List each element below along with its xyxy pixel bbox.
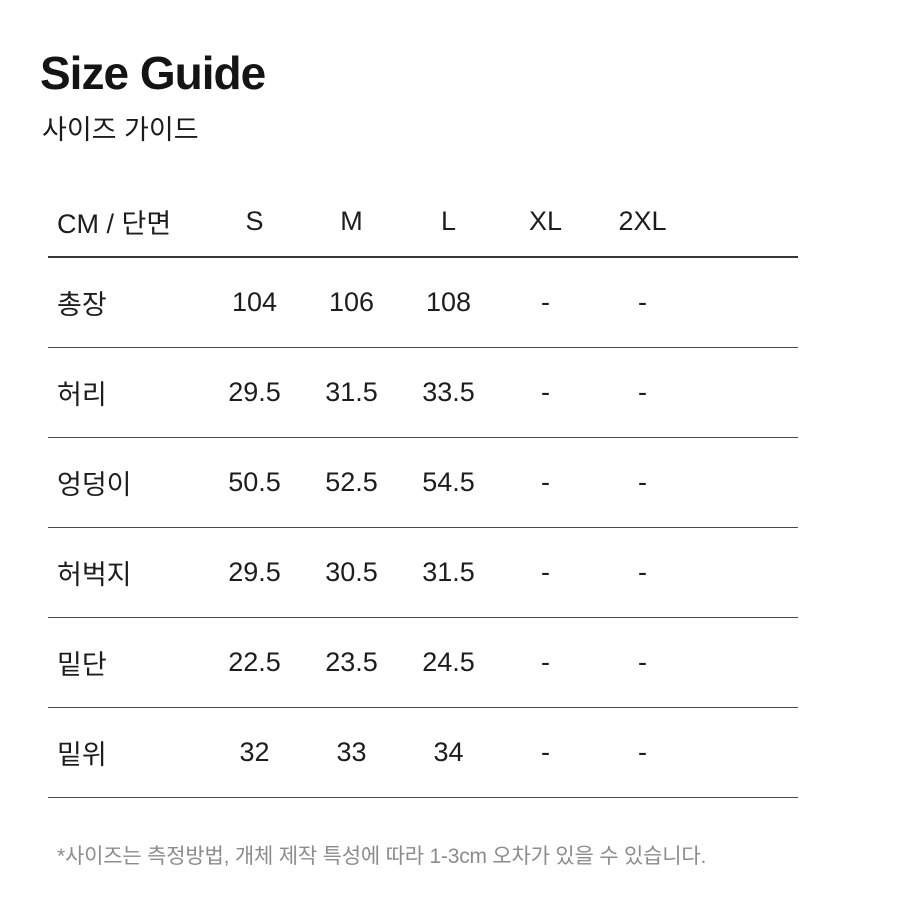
measurement-value: - bbox=[638, 377, 647, 407]
measurement-value: - bbox=[638, 557, 647, 587]
measurement-label: 밑단 bbox=[57, 650, 107, 680]
measurement-value: 54.5 bbox=[422, 467, 475, 497]
table-row: 밑단 22.5 23.5 24.5 - - bbox=[48, 618, 798, 708]
measurement-value: 31.5 bbox=[422, 557, 475, 587]
measurement-value: 22.5 bbox=[228, 647, 281, 677]
measurement-value: 29.5 bbox=[228, 557, 281, 587]
table-row: 총장 104 106 108 - - bbox=[48, 258, 798, 348]
table-header-row: CM / 단면 S M L XL 2XL bbox=[48, 186, 798, 258]
unit-header-cell: CM / 단면 bbox=[57, 208, 172, 239]
measurement-value: 33 bbox=[336, 737, 367, 767]
measurement-value: 52.5 bbox=[325, 467, 378, 497]
measurement-value: 31.5 bbox=[325, 377, 378, 407]
measurement-value: - bbox=[541, 647, 550, 677]
measurement-label: 총장 bbox=[57, 290, 107, 320]
table-row: 밑위 32 33 34 - - bbox=[48, 708, 798, 798]
table-row: 허벅지 29.5 30.5 31.5 - - bbox=[48, 528, 798, 618]
measurement-label: 허리 bbox=[57, 380, 107, 410]
measurement-value: - bbox=[541, 557, 550, 587]
measurement-value: 34 bbox=[433, 737, 464, 767]
measurement-value: 29.5 bbox=[228, 377, 281, 407]
size-column-header: 2XL bbox=[618, 205, 667, 236]
size-guide-table: CM / 단면 S M L XL 2XL 총장 104 106 108 - - 허리 29.5 31.5 3… bbox=[48, 186, 798, 798]
measurement-value: - bbox=[638, 467, 647, 497]
measurement-value: 106 bbox=[328, 287, 375, 317]
measurement-value: 33.5 bbox=[422, 377, 475, 407]
size-column-header: L bbox=[440, 205, 457, 236]
measurement-value: - bbox=[541, 287, 550, 317]
measurement-value: - bbox=[638, 737, 647, 767]
measurement-value: 50.5 bbox=[228, 467, 281, 497]
measurement-value: 24.5 bbox=[422, 647, 475, 677]
measurement-label: 엉덩이 bbox=[57, 470, 132, 500]
measurement-label: 허벅지 bbox=[57, 560, 132, 590]
measurement-value: - bbox=[638, 287, 647, 317]
table-row: 허리 29.5 31.5 33.5 - - bbox=[48, 348, 798, 438]
measurement-value: 30.5 bbox=[325, 557, 378, 587]
size-column-header: M bbox=[340, 205, 363, 236]
measurement-value: - bbox=[638, 647, 647, 677]
measurement-value: - bbox=[541, 467, 550, 497]
size-footnote: *사이즈는 측정방법, 개체 제작 특성에 따라 1-3cm 오차가 있을 수 … bbox=[57, 845, 707, 868]
page-title: Size Guide bbox=[40, 47, 266, 99]
measurement-value: 23.5 bbox=[325, 647, 378, 677]
page-subtitle: 사이즈 가이드 bbox=[42, 115, 199, 145]
measurement-value: - bbox=[541, 377, 550, 407]
measurement-value: 108 bbox=[425, 287, 472, 317]
measurement-value: - bbox=[541, 737, 550, 767]
measurement-value: 104 bbox=[231, 287, 278, 317]
measurement-label: 밑위 bbox=[57, 740, 107, 770]
table-row: 엉덩이 50.5 52.5 54.5 - - bbox=[48, 438, 798, 528]
size-column-header: XL bbox=[528, 205, 563, 236]
table-body: 총장 104 106 108 - - 허리 29.5 31.5 33.5 - - 엉덩이 50.5 52.5… bbox=[48, 258, 798, 798]
size-column-header: S bbox=[245, 205, 264, 236]
measurement-value: 32 bbox=[239, 737, 270, 767]
